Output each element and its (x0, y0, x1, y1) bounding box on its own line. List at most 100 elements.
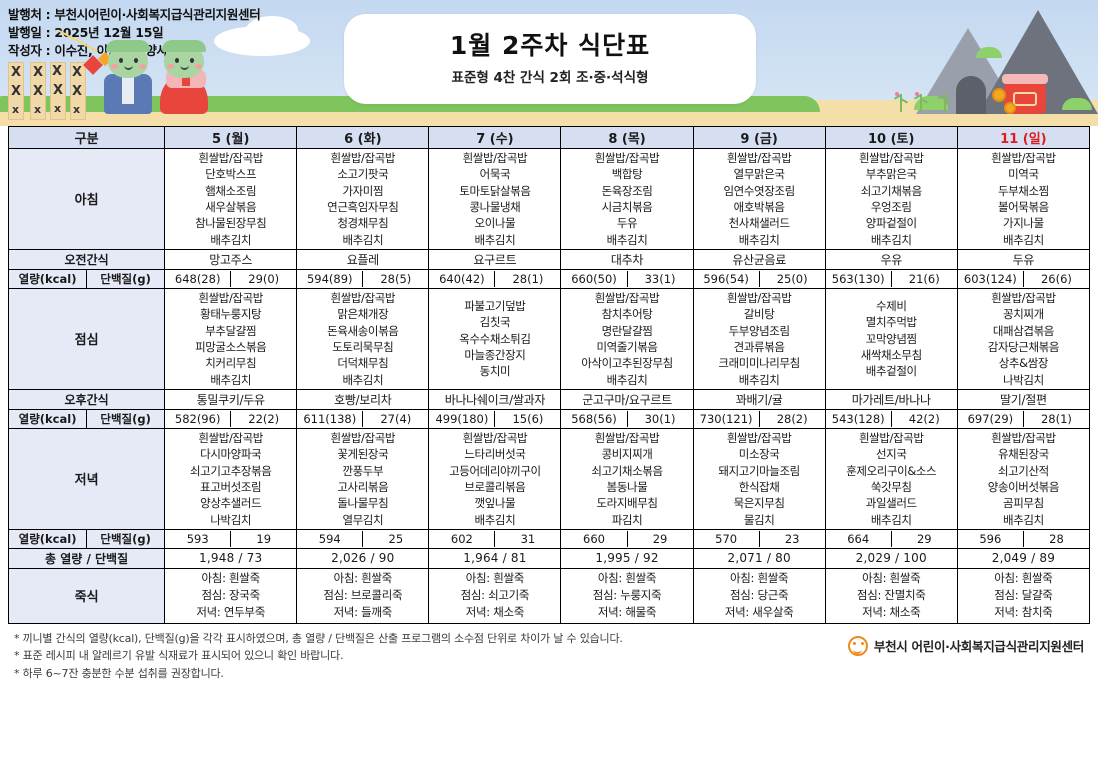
cell-morning-snack-5: 우유 (824, 248, 958, 270)
header-banner: 발행처 : 부천시어린이·사회복지급식관리지원센터 발행일 : 2025년 12… (0, 0, 1098, 126)
cell-morning-protein-1: 28(5) (380, 271, 412, 286)
row-afternoon-nutrition: 열량(kcal) 단백질(g) 582(96) 22(2) 611(138) 2… (7, 408, 1091, 429)
cell-afternoon-protein-1: 27(4) (380, 411, 412, 426)
cell-breakfast-4: 흰쌀밥/잡곡밥 열무맑은국 임연수엿장조림 애호박볶음 천사채샐러드 배추김치 (692, 148, 826, 250)
row-dinner: 저녁 흰쌀밥/잡곡밥 다시마양파국 쇠고기고추장볶음 표고버섯조림 양상추샐러드 나박김치… (7, 427, 1091, 530)
page-title: 1월 2주차 식단표 (449, 30, 651, 60)
cell-total-3: 1,995 / 92 (560, 547, 694, 569)
row-label-porridge: 죽식 (7, 567, 166, 624)
row-label-breakfast: 아침 (7, 148, 166, 250)
cell-afternoon-protein-2: 15(6) (512, 411, 544, 426)
character-girl-icon (160, 40, 208, 114)
cell-dinner-protein-6: 28 (1049, 531, 1064, 546)
cell-porridge-1: 아침: 흰쌀죽 점심: 브로콜리죽 저녁: 들깨죽 (296, 567, 430, 624)
cell-afternoon-protein-0: 22(2) (248, 411, 280, 426)
column-header-day-5: 10 (토) (824, 126, 958, 149)
cell-breakfast-5: 흰쌀밥/잡곡밥 부추맑은국 쇠고기채볶음 우엉조림 양파겉절이 배추김치 (824, 148, 958, 250)
cell-morning-snack-6: 두유 (956, 248, 1091, 270)
cell-morning-kcal-3: 660(50) (561, 270, 628, 287)
cell-morning-snack-2: 요구르트 (428, 248, 562, 270)
cell-morning-snack-4: 유산균음료 (692, 248, 826, 270)
cell-morning-kcal-2: 640(42) (429, 270, 496, 287)
cell-afternoon-protein-3: 30(1) (644, 411, 676, 426)
cell-total-2: 1,964 / 81 (428, 547, 562, 569)
cell-afternoon-snack-3: 군고구마/요구르트 (560, 388, 694, 410)
coin-icon (1004, 102, 1016, 114)
cell-total-1: 2,026 / 90 (296, 547, 430, 569)
cell-porridge-5: 아침: 흰쌀죽 점심: 잔멸치죽 저녁: 채소죽 (824, 567, 958, 624)
cell-dinner-4: 흰쌀밥/잡곡밥 미소장국 돼지고기마늘조림 한식잡채 묵은지무침 물김치 (692, 427, 826, 530)
row-label-lunch: 점심 (7, 287, 166, 390)
row-dinner-nutrition: 열량(kcal) 단백질(g) 593 19 594 25 602 31 660… (7, 528, 1091, 549)
hanbok-characters-illustration (104, 34, 228, 114)
row-label-protein-afternoon: 단백질(g) (86, 408, 166, 429)
cell-dinner-0: 흰쌀밥/잡곡밥 다시마양파국 쇠고기고추장볶음 표고버섯조림 양상추샐러드 나박김치 (164, 427, 298, 530)
cell-morning-kcal-4: 596(54) (693, 270, 760, 287)
column-header-day-1: 6 (화) (296, 126, 430, 149)
row-morning-snack: 오전간식 망고주스 요플레 요구르트 대추차 유산균음료 우유 두유 (7, 248, 1091, 270)
page-subtitle: 표준형 4찬 간식 2회 조·중·석식형 (451, 70, 649, 87)
row-label-morning-snack: 오전간식 (7, 248, 166, 270)
cell-dinner-protein-1: 25 (388, 531, 404, 546)
brand-name: 부천시 어린이·사회복지급식관리지원센터 (873, 639, 1084, 655)
cell-morning-protein-3: 33(1) (644, 271, 676, 286)
cell-total-4: 2,071 / 80 (692, 547, 826, 569)
cell-dinner-protein-3: 29 (652, 531, 668, 546)
cell-afternoon-kcal-4: 730(121) (693, 410, 760, 427)
cell-afternoon-kcal-3: 568(56) (561, 410, 628, 427)
cell-afternoon-protein-6: 28(1) (1040, 411, 1072, 426)
row-afternoon-snack: 오후간식 통밀쿠키/두유 호빵/보리차 바나나쉐이크/쌀과자 군고구마/요구르트… (7, 388, 1091, 410)
row-morning-nutrition: 열량(kcal) 단백질(g) 648(28) 29(0) 594(89) 28… (7, 268, 1091, 289)
cell-afternoon-snack-6: 딸기/절편 (956, 388, 1091, 410)
row-totals: 총 열량 / 단백질 1,948 / 73 2,026 / 90 1,964 /… (7, 547, 1091, 569)
row-label-kcal-morning: 열량(kcal) (7, 268, 88, 289)
publish-date-text: 발행일 : 2025년 12월 15일 (8, 25, 164, 41)
row-label-protein-dinner: 단백질(g) (86, 528, 166, 549)
column-header-category: 구분 (7, 126, 166, 149)
cell-afternoon-snack-2: 바나나쉐이크/쌀과자 (428, 388, 562, 410)
cloud-decoration (246, 16, 298, 44)
cell-dinner-protein-4: 23 (784, 531, 800, 546)
cell-breakfast-1: 흰쌀밥/잡곡밥 소고기팟국 가자미찜 연근흑임자무침 청경채무침 배추김치 (296, 148, 430, 250)
cell-morning-protein-6: 26(6) (1040, 271, 1072, 286)
footer-note-1: * 표준 레시피 내 알레르기 유발 식재료가 표시되어 있으니 확인 바랍니다… (14, 649, 344, 663)
cell-breakfast-6: 흰쌀밥/잡곡밥 미역국 두부채소찜 볼어묵볶음 가지나물 배추김치 (956, 148, 1091, 250)
row-label-total: 총 열량 / 단백질 (7, 547, 166, 569)
cell-breakfast-3: 흰쌀밥/잡곡밥 백합탕 돈육장조림 시금치볶음 두유 배추김치 (560, 148, 694, 250)
cell-morning-protein-2: 28(1) (512, 271, 544, 286)
row-porridge: 죽식 아침: 흰쌀죽 점심: 장국죽 저녁: 연두부죽 아침: 흰쌀죽 점심: 브로콜… (7, 567, 1091, 624)
title-box: 1월 2주차 식단표 표준형 4찬 간식 2회 조·중·석식형 (344, 14, 756, 104)
footer-notes: * 끼니별 간식의 열량(kcal), 단백질(g)을 각각 표시하였으며, 총… (14, 630, 1084, 683)
cell-morning-protein-4: 25(0) (776, 271, 808, 286)
cell-morning-protein-5: 21(6) (908, 271, 940, 286)
brand-logo: 부천시 어린이·사회복지급식관리지원센터 (847, 635, 1084, 656)
cell-dinner-kcal-5: 664 (825, 530, 892, 547)
footer-note-0: * 끼니별 간식의 열량(kcal), 단백질(g)을 각각 표시하였으며, 총… (14, 631, 623, 645)
cell-breakfast-2: 흰쌀밥/잡곡밥 어묵국 토마토닭살볶음 콩나물냉채 오이나물 배추김치 (428, 148, 562, 250)
cell-dinner-1: 흰쌀밥/잡곡밥 꽃게된장국 깐풍두부 고사리볶음 돌나물무침 열무김치 (296, 427, 430, 530)
smiley-face-icon (847, 635, 868, 656)
column-header-day-2: 7 (수) (428, 126, 562, 149)
cell-morning-kcal-1: 594(89) (297, 270, 364, 287)
cell-breakfast-0: 흰쌀밥/잡곡밥 단호박스프 햄채소조림 새우살볶음 참나물된장무침 배추김치 (164, 148, 298, 250)
cell-afternoon-snack-4: 꽈배기/귤 (692, 388, 826, 410)
row-label-protein-morning: 단백질(g) (86, 268, 166, 289)
cell-dinner-kcal-2: 602 (429, 530, 496, 547)
cell-afternoon-kcal-0: 582(96) (165, 410, 232, 427)
cell-dinner-6: 흰쌀밥/잡곡밥 유채된장국 쇠고기산적 양송이버섯볶음 곰피무침 배추김치 (956, 427, 1091, 530)
cell-afternoon-kcal-6: 697(29) (957, 410, 1024, 427)
footer: * 끼니별 간식의 열량(kcal), 단백질(g)을 각각 표시하였으며, 총… (0, 630, 1098, 688)
cell-afternoon-kcal-1: 611(138) (297, 410, 364, 427)
row-lunch: 점심 흰쌀밥/잡곡밥 황태누룽지탕 부추달걀찜 피망굴소스볶음 치커리무침 배추김치 흰쌀… (7, 287, 1091, 390)
cell-morning-kcal-0: 648(28) (165, 270, 232, 287)
coin-icon (992, 88, 1006, 102)
mountain-illustration (878, 2, 1098, 114)
column-header-day-0: 5 (월) (164, 126, 298, 149)
cell-porridge-2: 아침: 흰쌀죽 점심: 쇠고기죽 저녁: 채소죽 (428, 567, 562, 624)
cell-dinner-kcal-6: 596 (957, 530, 1024, 547)
cell-porridge-4: 아침: 흰쌀죽 점심: 당근죽 저녁: 새우살죽 (692, 567, 826, 624)
column-header-day-3: 8 (목) (560, 126, 694, 149)
cell-porridge-6: 아침: 흰쌀죽 점심: 달걀죽 저녁: 참치죽 (956, 567, 1091, 624)
xin-blocks-icon: X X X X X X X X x x x x (8, 62, 86, 120)
cell-afternoon-snack-0: 통밀쿠키/두유 (164, 388, 298, 410)
